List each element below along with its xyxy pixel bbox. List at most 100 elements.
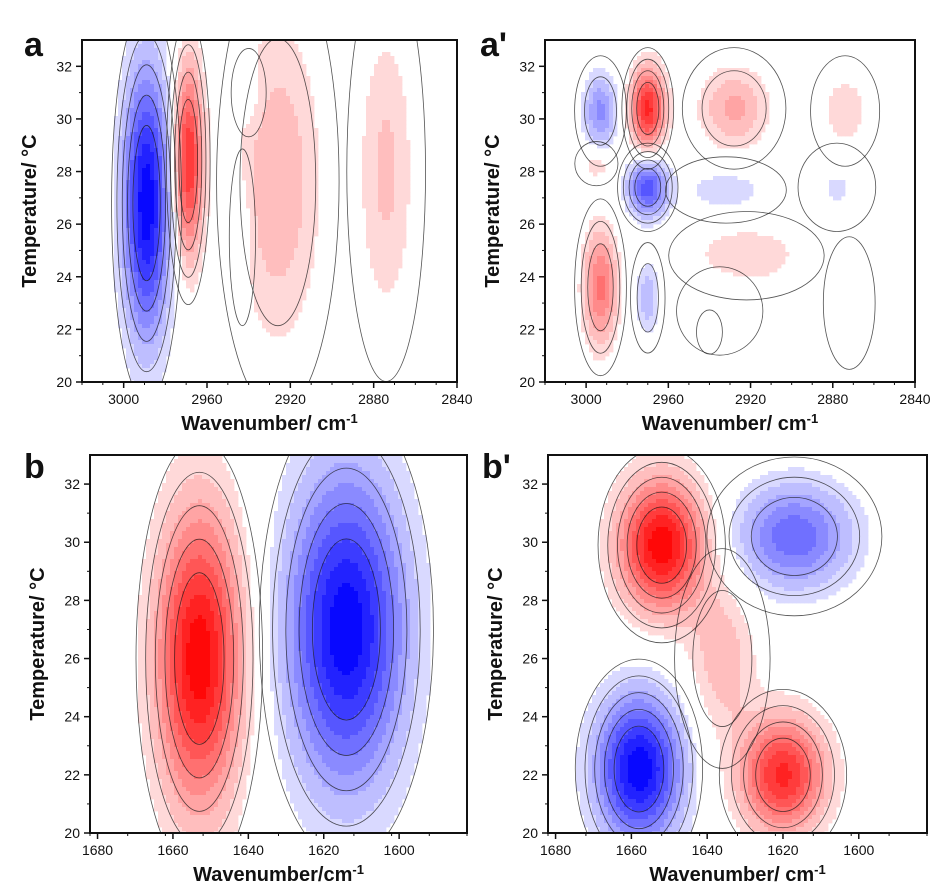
heat-cell — [390, 112, 395, 117]
heat-cell — [150, 168, 155, 173]
heat-cell — [705, 120, 710, 125]
heat-cell — [378, 284, 383, 289]
heat-cell — [386, 92, 391, 97]
heat-cell — [186, 256, 191, 261]
heat-cell — [609, 124, 614, 129]
heat-cell — [202, 88, 207, 93]
heat-cell — [130, 72, 135, 77]
heat-cell — [597, 228, 602, 233]
heat-cell — [841, 132, 846, 137]
heat-cell — [402, 204, 407, 209]
contour-line — [580, 220, 621, 354]
heat-cell — [605, 304, 610, 309]
heat-cell — [741, 188, 746, 193]
heat-cell — [146, 376, 151, 381]
heat-cell — [158, 132, 163, 137]
heat-cell — [581, 128, 586, 133]
heat-cell — [382, 88, 387, 93]
heat-cell — [138, 120, 143, 125]
heat-cell — [130, 40, 135, 45]
heat-cell — [310, 152, 315, 157]
heat-cell — [262, 200, 267, 205]
heat-cell — [302, 180, 307, 185]
heat-cell — [641, 108, 646, 113]
heat-cell — [402, 116, 407, 121]
heat-cell — [266, 152, 271, 157]
heat-cell — [150, 92, 155, 97]
heat-cell — [254, 172, 259, 177]
heat-cell — [721, 200, 726, 205]
heat-cell — [138, 128, 143, 133]
heat-cell — [737, 256, 742, 261]
heat-cell — [737, 104, 742, 109]
heat-cell — [841, 108, 846, 113]
heat-cell — [206, 120, 211, 125]
heat-cell — [841, 192, 846, 197]
heat-cell — [833, 104, 838, 109]
heat-cell — [757, 256, 762, 261]
heat-cell — [138, 204, 143, 209]
heat-cell — [378, 260, 383, 265]
heat-cell — [142, 204, 147, 209]
heat-cell — [154, 332, 159, 337]
heat-cell — [146, 76, 151, 81]
heat-cell — [150, 284, 155, 289]
heat-cell — [749, 264, 754, 269]
heat-cell — [390, 80, 395, 85]
panel-label: a' — [480, 26, 507, 64]
heat-cell — [126, 264, 131, 269]
heat-cell — [258, 296, 263, 301]
heat-cell — [142, 100, 147, 105]
heat-cell — [589, 328, 594, 333]
heat-cell — [118, 168, 123, 173]
heat-cell — [370, 200, 375, 205]
heat-cell — [390, 104, 395, 109]
heat-cell — [741, 136, 746, 141]
heat-cell — [394, 232, 399, 237]
heat-cell — [146, 304, 151, 309]
x-tick-label: 2880 — [817, 391, 848, 407]
heat-cell — [613, 324, 618, 329]
heat-cell — [629, 96, 634, 101]
heat-cell — [130, 144, 135, 149]
heat-cell — [282, 44, 287, 49]
heat-cell — [398, 88, 403, 93]
heat-cell — [386, 64, 391, 69]
heat-cell — [298, 152, 303, 157]
heat-cell — [837, 192, 842, 197]
heat-cell — [737, 184, 742, 189]
heat-cell — [166, 120, 171, 125]
heat-cell — [386, 168, 391, 173]
heat-cell — [753, 232, 758, 237]
heat-cell — [741, 96, 746, 101]
heat-cell — [150, 356, 155, 361]
heat-cell — [274, 200, 279, 205]
heat-cell — [286, 176, 291, 181]
heat-cell — [302, 296, 307, 301]
heat-cell — [138, 228, 143, 233]
heat-cell — [645, 116, 650, 121]
heat-cell — [749, 100, 754, 105]
heat-cell — [154, 344, 159, 349]
heat-cell — [266, 156, 271, 161]
heat-cell — [673, 192, 678, 197]
heat-cell — [122, 112, 127, 117]
heat-cell — [725, 260, 730, 265]
heat-cell — [134, 240, 139, 245]
heat-cell — [202, 128, 207, 133]
heat-cell — [370, 160, 375, 165]
heat-cell — [254, 284, 259, 289]
heat-cell — [246, 184, 251, 189]
heat-cell — [134, 188, 139, 193]
heat-cell — [645, 164, 650, 169]
x-tick-label: 2880 — [358, 391, 389, 407]
contour-group — [810, 55, 881, 167]
heat-cell — [645, 148, 650, 153]
heat-cell — [202, 244, 207, 249]
heat-cell — [601, 248, 606, 253]
contour-line — [630, 242, 666, 354]
heat-cell — [733, 236, 738, 241]
heat-cell — [829, 192, 834, 197]
heat-cell — [649, 224, 654, 229]
